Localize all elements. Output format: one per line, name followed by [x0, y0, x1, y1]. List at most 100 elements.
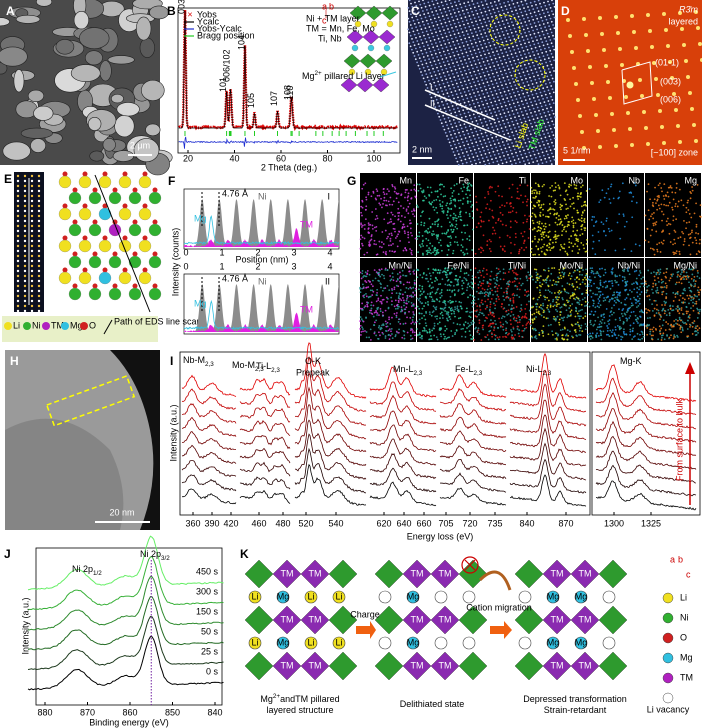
map-dot: [473, 321, 475, 324]
atom: [16, 299, 20, 303]
map-dot: [676, 275, 679, 278]
atom: [467, 111, 470, 114]
atom: [437, 48, 440, 51]
map-dot: [569, 198, 572, 201]
map-dot: [524, 195, 527, 198]
atom: [545, 129, 548, 131]
atom: [477, 101, 479, 104]
map-dot: [375, 243, 377, 246]
map-dot: [657, 204, 660, 207]
o-atom: [62, 171, 68, 177]
x-tick-label: 40: [229, 153, 239, 163]
atom: [509, 138, 512, 141]
map-dot: [412, 291, 415, 294]
atom: [513, 6, 516, 8]
atom: [546, 86, 549, 88]
map-dot: [677, 274, 679, 276]
atom: [527, 73, 530, 76]
metal-atom: [88, 191, 102, 205]
atom: [475, 20, 477, 23]
map-dot: [416, 328, 418, 330]
atom: [463, 101, 466, 104]
map-dot: [376, 312, 379, 315]
map-dot: [560, 220, 563, 223]
atom: [431, 99, 434, 102]
map-dot: [574, 315, 577, 318]
map-dot: [460, 335, 463, 338]
map-dot: [429, 249, 432, 251]
atom: [437, 91, 439, 94]
atom: [469, 82, 471, 85]
label: 4.76 Å: [222, 188, 248, 198]
atom: [517, 158, 520, 160]
spot: [686, 75, 690, 79]
atom: [480, 143, 483, 146]
atom: [531, 15, 533, 18]
map-dot: [477, 222, 480, 225]
map-dot: [470, 286, 473, 289]
atom: [468, 114, 471, 117]
map-dot: [485, 293, 487, 296]
atom: [503, 80, 506, 82]
atom: [473, 148, 476, 151]
atom: [409, 24, 412, 26]
atom: [533, 0, 536, 3]
map-dot: [598, 239, 601, 242]
atom: [440, 33, 443, 36]
map-dot: [573, 329, 576, 332]
map-dot: [452, 216, 455, 219]
map-dot: [626, 319, 628, 322]
map-dot: [635, 277, 638, 280]
atom: [432, 57, 434, 59]
map-dot: [554, 203, 556, 206]
map-dot: [510, 205, 512, 208]
atom: [542, 98, 544, 100]
atom: [449, 55, 452, 58]
atom: [414, 1, 416, 4]
atom: [37, 214, 41, 218]
map-dot: [432, 230, 435, 233]
map-dot: [381, 273, 383, 276]
atom: [420, 28, 423, 31]
atom: [460, 138, 463, 141]
map-dot: [451, 309, 454, 311]
atom: [526, 27, 529, 30]
map-dot: [375, 300, 378, 303]
legend-label: Yobs: [197, 9, 217, 19]
map-dot: [435, 234, 438, 237]
map-dot: [656, 250, 659, 253]
atom: [429, 82, 432, 85]
map-dot: [449, 214, 452, 217]
map-dot: [391, 250, 394, 253]
atom: [444, 43, 447, 45]
map-dot: [578, 195, 581, 198]
map-dot: [382, 324, 385, 327]
map-dot: [528, 309, 531, 312]
map-dot: [438, 241, 440, 244]
map-dot: [432, 271, 435, 274]
atom: [448, 130, 451, 133]
map-dot: [548, 224, 551, 226]
atom: [509, 82, 511, 84]
map-dot: [651, 229, 653, 231]
atom: [548, 103, 551, 106]
map-dot: [405, 299, 408, 302]
atom: [429, 40, 432, 42]
map-dot: [608, 300, 611, 303]
atom: [523, 96, 526, 98]
map-dot: [369, 280, 371, 283]
map-dot: [466, 252, 469, 255]
map-dot: [367, 302, 369, 304]
map-dot: [427, 280, 430, 283]
atom: [508, 125, 511, 127]
spot: [626, 111, 630, 115]
map-dot: [456, 241, 459, 244]
map-dot: [482, 220, 485, 223]
map-dot: [359, 286, 361, 289]
atom: [486, 38, 489, 41]
map-dot: [530, 201, 533, 203]
map-dot: [432, 327, 435, 330]
map-dot: [556, 235, 559, 238]
map-dot: [578, 287, 581, 290]
map-dot: [554, 319, 557, 322]
